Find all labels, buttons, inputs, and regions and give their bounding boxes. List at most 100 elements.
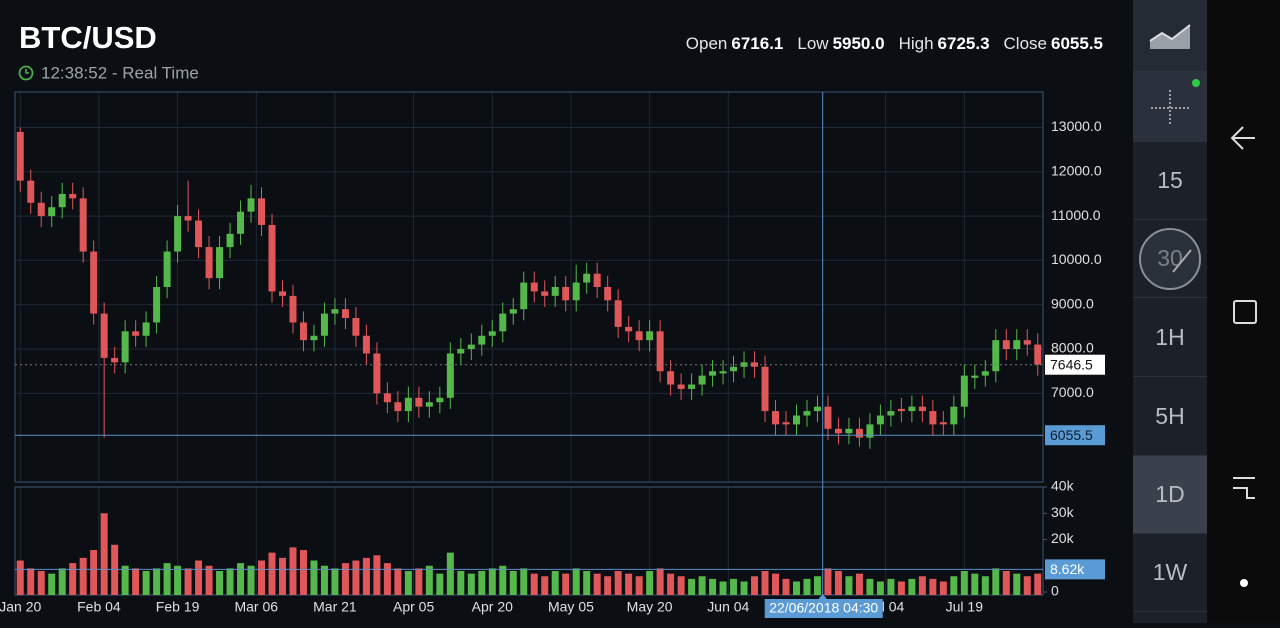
candle-body bbox=[278, 291, 286, 296]
system-nav bbox=[1207, 0, 1280, 623]
candle-body bbox=[897, 408, 905, 412]
interval-button[interactable]: 15 bbox=[1133, 142, 1207, 220]
volume-bar bbox=[625, 573, 633, 595]
volume-bar bbox=[216, 571, 224, 595]
candle-body bbox=[16, 131, 24, 181]
interval-label: 5H bbox=[1155, 402, 1185, 429]
volume-bar bbox=[509, 571, 517, 595]
x-tick-label: May 20 bbox=[627, 599, 673, 615]
candle-body bbox=[939, 422, 947, 425]
candle-body bbox=[394, 402, 402, 412]
volume-bar bbox=[803, 578, 811, 595]
candle-body bbox=[404, 397, 412, 412]
volume-bar bbox=[174, 565, 182, 595]
crosshair-volume-label: 8.62k bbox=[1050, 561, 1085, 577]
candle-body bbox=[415, 397, 423, 407]
volume-bar bbox=[813, 576, 821, 595]
candle-body bbox=[205, 247, 213, 279]
candle-body bbox=[782, 422, 790, 425]
volume-bar bbox=[761, 571, 769, 595]
candle-body bbox=[730, 366, 738, 372]
x-tick-label: Mar 06 bbox=[234, 599, 278, 615]
ohlc-value: 6725.3 bbox=[938, 34, 990, 53]
candle-body bbox=[646, 331, 654, 341]
volume-bar bbox=[604, 576, 612, 595]
candle-body bbox=[27, 180, 35, 203]
ohlc-value: 5950.0 bbox=[833, 34, 885, 53]
volume-bar bbox=[593, 573, 601, 595]
volume-bar bbox=[887, 578, 895, 595]
candle-body bbox=[908, 406, 916, 412]
clock-hands bbox=[25, 69, 29, 74]
volume-bar bbox=[572, 568, 580, 595]
volume-bar bbox=[541, 576, 549, 595]
volume-bar bbox=[551, 571, 559, 595]
candle-body bbox=[37, 202, 45, 217]
volume-bar bbox=[446, 552, 454, 595]
back-icon[interactable] bbox=[1230, 126, 1255, 150]
candle-body bbox=[289, 295, 297, 323]
switch-icon[interactable] bbox=[1233, 477, 1255, 499]
interval-button[interactable]: 1H bbox=[1133, 298, 1207, 377]
volume-bar bbox=[205, 565, 213, 595]
chart-type-button[interactable] bbox=[1133, 0, 1207, 72]
interval-button[interactable]: 30 bbox=[1133, 220, 1207, 298]
volume-bar bbox=[981, 576, 989, 595]
candle-body bbox=[48, 207, 56, 217]
candle-body bbox=[635, 331, 643, 341]
volume-bar bbox=[373, 555, 381, 595]
candle-body bbox=[562, 287, 570, 301]
candle-body bbox=[341, 309, 349, 319]
interval-button[interactable]: 5H bbox=[1133, 377, 1207, 456]
volume-bar bbox=[415, 568, 423, 595]
candle-body bbox=[446, 353, 454, 398]
volume-bar bbox=[992, 568, 1000, 595]
y-tick-label: 7000.0 bbox=[1051, 384, 1094, 400]
volume-bar bbox=[226, 568, 234, 595]
ohlc-readout: Open 6716.1 Low 5950.0 High 6725.3 Close 6055.5 bbox=[686, 34, 1103, 53]
candle-body bbox=[247, 198, 255, 212]
volume-bar bbox=[929, 578, 937, 595]
volume-bar bbox=[667, 573, 675, 595]
volume-bar bbox=[404, 571, 412, 595]
volume-bar bbox=[111, 544, 119, 595]
volume-bar bbox=[1013, 573, 1021, 595]
candle-body bbox=[195, 220, 203, 248]
volume-bar bbox=[237, 563, 245, 595]
candle-body bbox=[824, 406, 832, 429]
x-tick-label: Jun 04 bbox=[707, 599, 749, 615]
candle-body bbox=[625, 326, 633, 332]
interval-button[interactable]: 1D bbox=[1133, 456, 1207, 534]
volume-bar bbox=[184, 568, 192, 595]
volume-bar bbox=[824, 568, 832, 595]
candle-body bbox=[436, 397, 444, 403]
candle-body bbox=[520, 282, 528, 310]
volume-bar bbox=[268, 552, 276, 595]
x-tick-label: May 05 bbox=[548, 599, 594, 615]
volume-bar bbox=[499, 565, 507, 595]
volume-bar bbox=[142, 571, 150, 595]
volume-bar bbox=[520, 568, 528, 595]
recents-icon[interactable] bbox=[1233, 300, 1257, 324]
candle-body bbox=[834, 428, 842, 434]
volume-bar bbox=[897, 581, 905, 595]
y-tick-label: 20k bbox=[1051, 530, 1075, 546]
volume-bar bbox=[100, 513, 108, 595]
volume-bar bbox=[247, 565, 255, 595]
crosshair-price-label: 6055.5 bbox=[1050, 427, 1093, 443]
volume-bar bbox=[845, 576, 853, 595]
ohlc-value: 6055.5 bbox=[1051, 34, 1103, 53]
interval-button[interactable]: 1W bbox=[1133, 534, 1207, 612]
volume-bar bbox=[289, 547, 297, 595]
volume-bar bbox=[48, 573, 56, 595]
home-dot[interactable] bbox=[1240, 579, 1248, 587]
crosshair-button[interactable] bbox=[1133, 72, 1207, 142]
crosshair-date-box bbox=[764, 599, 883, 618]
y-tick-label: 9000.0 bbox=[1051, 295, 1094, 311]
candle-body bbox=[425, 402, 433, 407]
candle-body bbox=[1013, 340, 1021, 350]
candle-body bbox=[121, 331, 129, 363]
volume-bar bbox=[583, 571, 591, 595]
candle-body bbox=[509, 309, 517, 314]
